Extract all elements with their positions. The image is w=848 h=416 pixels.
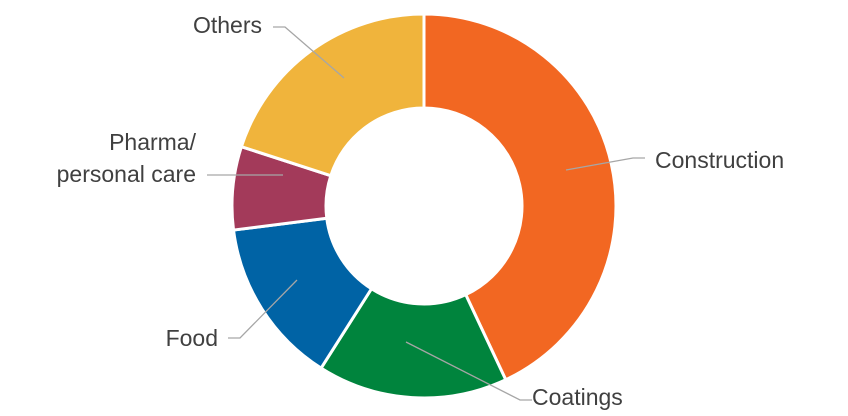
label-others: Others bbox=[193, 12, 262, 38]
leader-line-others bbox=[273, 26, 345, 79]
slice-others bbox=[239, 12, 426, 178]
slice-coatings bbox=[319, 287, 508, 400]
label-pharma-personal-care: Pharma/personal care bbox=[57, 129, 197, 187]
label-construction: Construction bbox=[655, 147, 784, 173]
leader-lines bbox=[207, 26, 645, 401]
leader-line-food bbox=[228, 279, 298, 339]
slice-construction bbox=[422, 12, 618, 382]
label-food: Food bbox=[166, 325, 218, 351]
donut-slices bbox=[230, 12, 618, 400]
slice-labels: Construction Coatings Food Pharma/personal … bbox=[57, 12, 784, 410]
leader-line-construction bbox=[565, 157, 645, 171]
leader-line-coatings bbox=[405, 341, 532, 401]
label-coatings: Coatings bbox=[532, 384, 623, 410]
